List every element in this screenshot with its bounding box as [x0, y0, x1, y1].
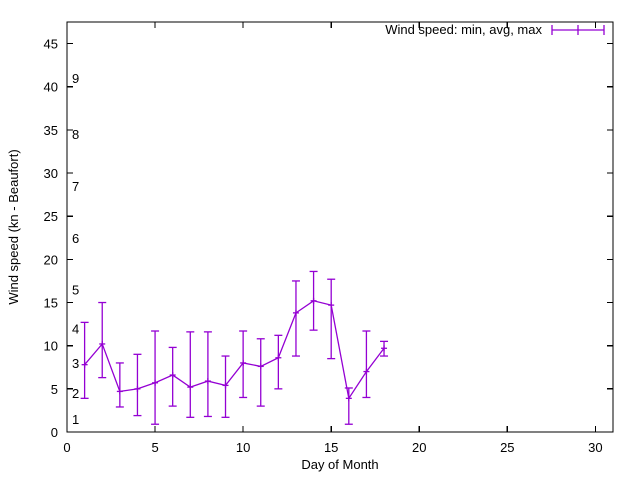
x-tick-label: 0: [63, 440, 70, 455]
x-tick-label: 5: [151, 440, 158, 455]
x-tick-label: 20: [412, 440, 426, 455]
beaufort-label: 7: [72, 179, 79, 194]
y-tick-label: 15: [44, 296, 58, 311]
beaufort-label: 8: [72, 127, 79, 142]
y-axis-ticks: [67, 42, 613, 433]
y-tick-label: 20: [44, 252, 58, 267]
y-tick-label: 10: [44, 339, 58, 354]
beaufort-scale-labels: 1 2 3 4 5 6 7 8 9: [72, 71, 79, 427]
x-tick-label: 10: [236, 440, 250, 455]
beaufort-label: 6: [72, 231, 79, 246]
beaufort-label: 9: [72, 71, 79, 86]
average-wind-speed-line: [84, 300, 385, 401]
beaufort-label: 3: [72, 356, 79, 371]
average-markers-group: [81, 297, 388, 402]
y-tick-label: 40: [44, 80, 58, 95]
x-axis-tick-labels: 0 5 10 15 20 25 30: [63, 440, 602, 455]
legend-errorbar-icon: [551, 25, 605, 35]
y-tick-label: 30: [44, 166, 58, 181]
y-tick-label: 25: [44, 209, 58, 224]
x-axis-title: Day of Month: [301, 457, 378, 472]
y-tick-label: 0: [51, 425, 58, 440]
x-tick-label: 30: [588, 440, 602, 455]
y-tick-label: 45: [44, 37, 58, 52]
x-axis-ticks: [66, 22, 596, 432]
plot-frame: [66, 21, 614, 433]
beaufort-label: 2: [72, 386, 79, 401]
legend: Wind speed: min, avg, max: [385, 22, 605, 37]
x-tick-label: 25: [500, 440, 514, 455]
y-tick-label: 35: [44, 123, 58, 138]
beaufort-label: 5: [72, 283, 79, 298]
y-tick-label: 5: [51, 382, 58, 397]
beaufort-label: 4: [72, 321, 79, 336]
beaufort-label: 1: [72, 412, 79, 427]
y-axis-title: Wind speed (kn - Beaufort): [6, 149, 21, 304]
legend-label-wind-speed: Wind speed: min, avg, max: [385, 22, 542, 37]
x-tick-label: 15: [324, 440, 338, 455]
error-bars-group: [80, 270, 389, 425]
y-axis-tick-labels: 0 5 10 15 20 25 30 35 40 45: [44, 37, 58, 440]
